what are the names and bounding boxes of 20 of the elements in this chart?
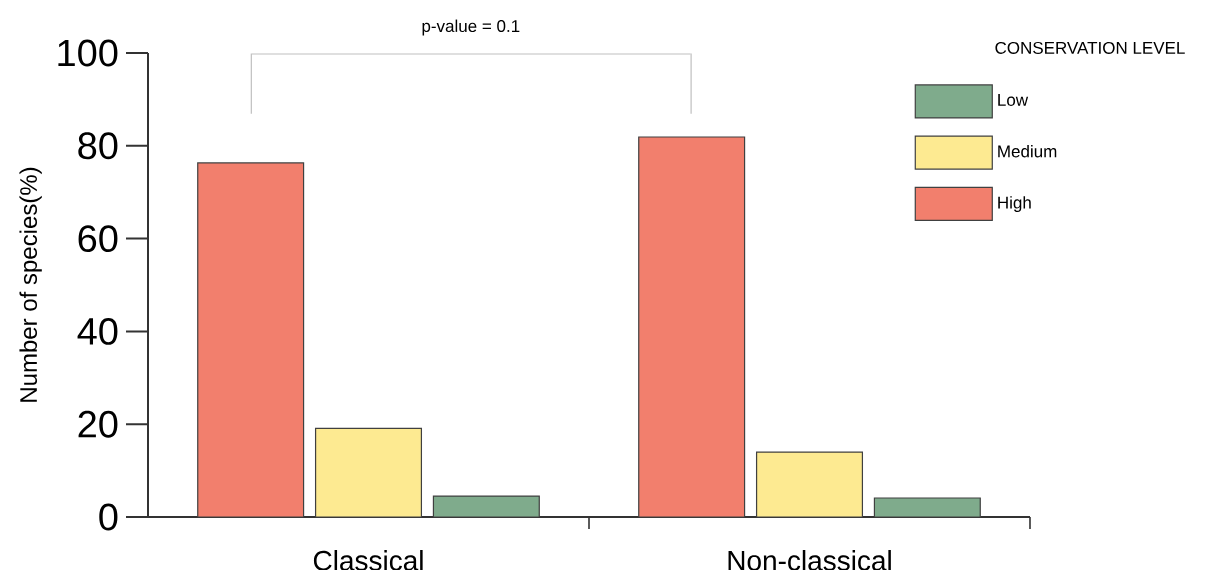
y-tick-label: 40 <box>77 317 118 345</box>
legend-label: Low <box>998 94 1029 106</box>
text: p-value = 0.1 <box>422 19 520 36</box>
bar <box>873 497 981 518</box>
y-tick-label: 80 <box>78 132 118 160</box>
y-tick-label: 60 <box>78 225 118 253</box>
x-tick-label: Non-classical <box>728 550 891 570</box>
y-tick-label: 0 <box>99 503 118 531</box>
y-tick-label: 100 <box>58 39 118 67</box>
bar <box>638 136 746 518</box>
bar <box>314 427 423 518</box>
legend-title: CONSERVATION LEVEL <box>995 41 1185 54</box>
bar <box>432 495 540 518</box>
bar <box>755 451 864 518</box>
x-tick-label: Classical <box>313 550 423 570</box>
bar <box>197 162 305 518</box>
legend-label: Medium <box>998 144 1057 158</box>
y-axis-title: Number of species(%) <box>19 167 42 402</box>
legend-label: High <box>998 196 1031 212</box>
y-tick-label: 20 <box>78 410 118 438</box>
